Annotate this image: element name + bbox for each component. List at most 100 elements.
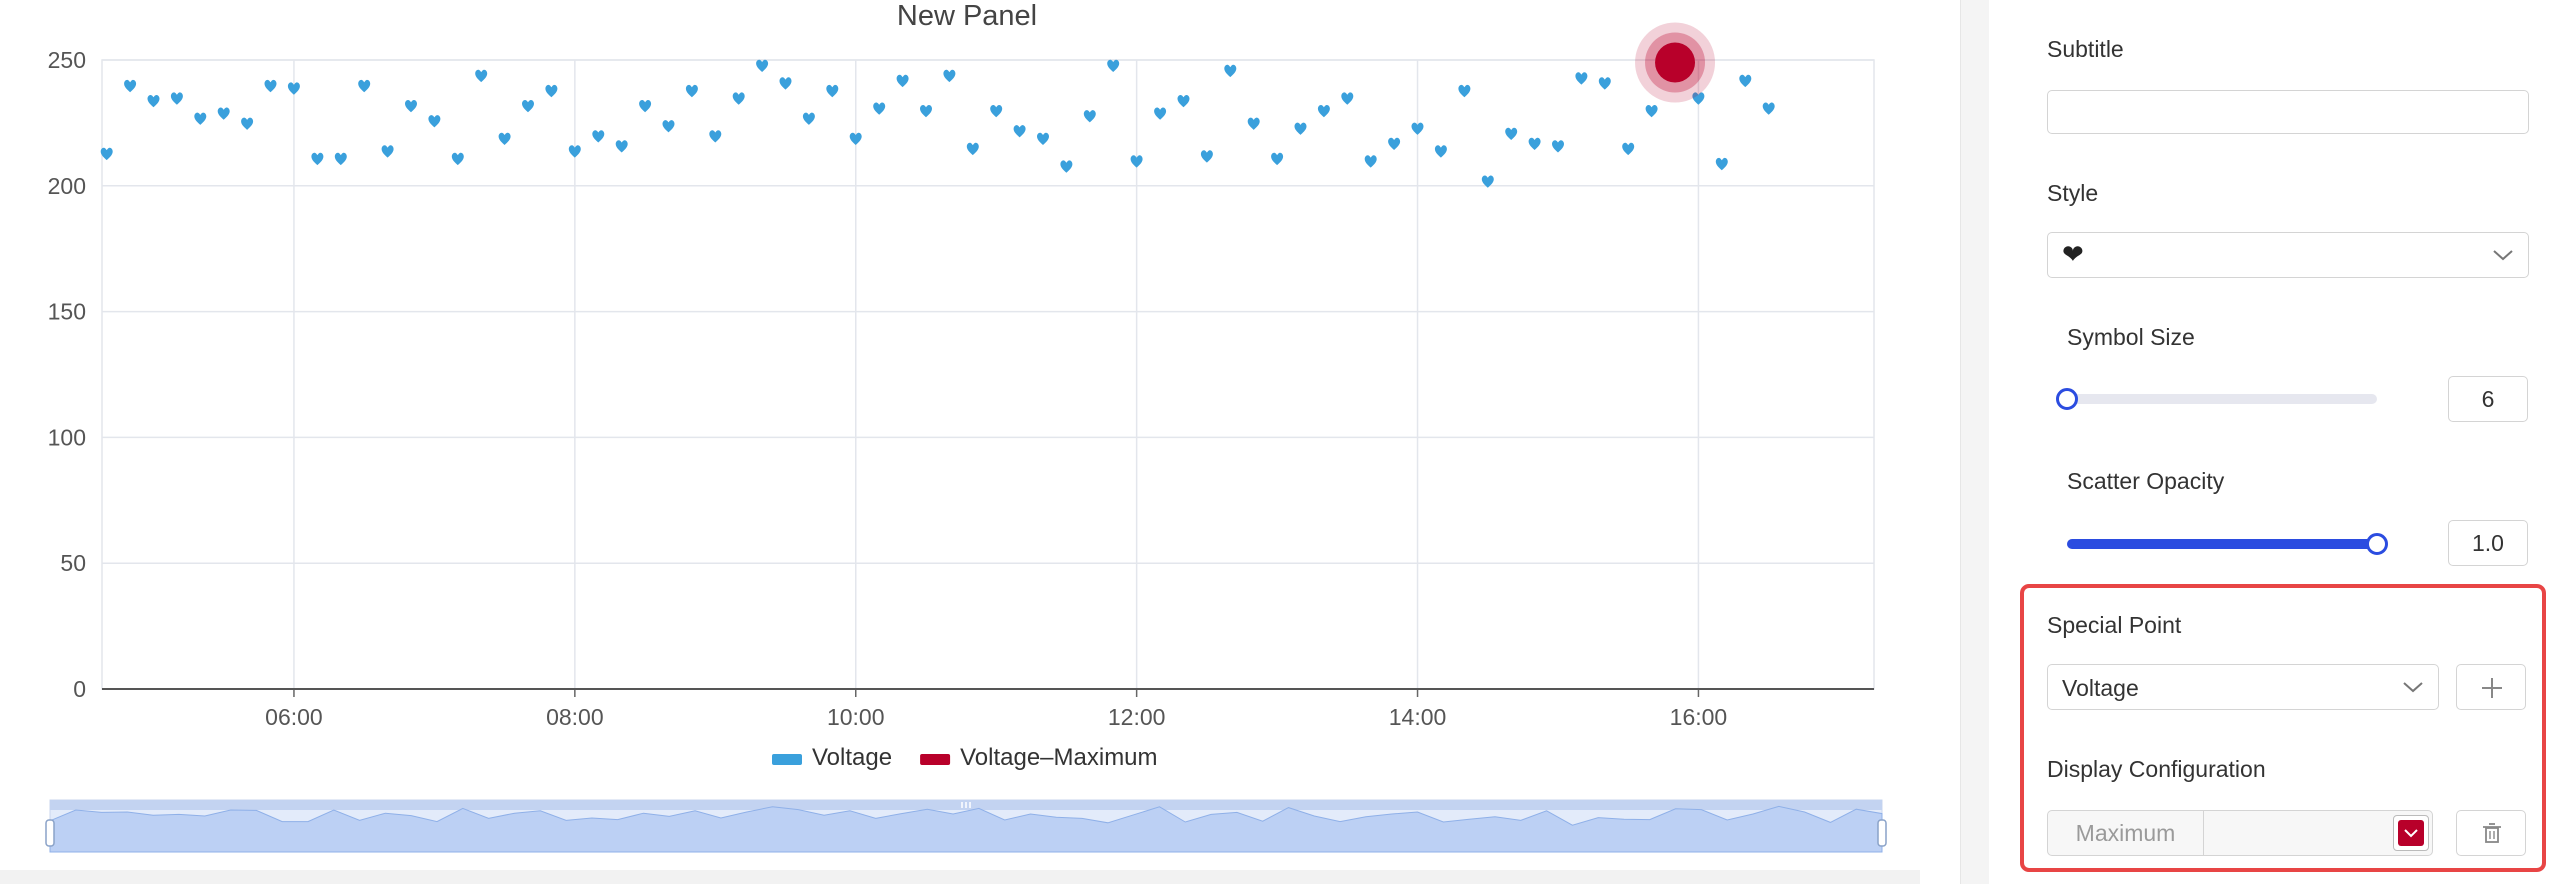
voltage-point[interactable] [147,94,160,108]
voltage-point[interactable] [1575,72,1588,85]
zoom-handle-left[interactable] [45,819,55,847]
add-special-point-button[interactable] [2456,664,2526,710]
legend-swatch [920,754,951,765]
display-color-picker[interactable] [2393,815,2429,851]
voltage-point[interactable] [1130,155,1143,168]
voltage-point[interactable] [241,117,254,130]
color-swatch-fill [2398,820,2424,846]
voltage-point[interactable] [1434,145,1447,158]
voltage-point[interactable] [662,120,675,133]
voltage-point[interactable] [1341,92,1354,105]
voltage-point[interactable] [428,115,441,128]
voltage-point[interactable] [194,112,207,125]
voltage-point[interactable] [685,84,698,98]
voltage-point[interactable] [1481,175,1494,188]
voltage-point[interactable] [990,104,1003,118]
symbol-size-handle[interactable] [2056,388,2078,410]
voltage-point[interactable] [545,84,558,98]
panel-divider[interactable] [1960,0,1990,884]
trash-icon [2483,823,2501,843]
voltage-point[interactable] [1552,140,1564,153]
voltage-point[interactable] [1154,107,1167,120]
chevron-down-icon [2403,682,2423,693]
voltage-point[interactable] [1224,64,1237,78]
voltage-point[interactable] [1364,155,1377,168]
voltage-point[interactable] [1739,74,1752,88]
voltage-point[interactable] [1177,94,1190,108]
voltage-point[interactable] [1411,122,1424,135]
delete-display-configuration-button[interactable] [2456,810,2526,856]
voltage-point[interactable] [1645,104,1658,118]
voltage-point[interactable] [100,147,113,161]
display-configuration-name[interactable]: Maximum [2048,811,2204,855]
voltage-point[interactable] [334,152,347,166]
maximum-point[interactable] [1655,42,1696,83]
display-configuration-label: Display Configuration [2047,756,2266,782]
voltage-point[interactable] [1200,150,1213,163]
voltage-point[interactable] [826,84,839,98]
voltage-point[interactable] [1505,127,1518,140]
voltage-point[interactable] [124,79,137,93]
subtitle-input[interactable] [2047,90,2529,134]
voltage-point[interactable] [779,77,792,90]
voltage-point[interactable] [1294,122,1307,135]
voltage-point[interactable] [287,82,300,95]
voltage-point[interactable] [873,102,886,115]
voltage-point[interactable] [170,92,183,105]
voltage-point[interactable] [1247,117,1260,130]
voltage-point[interactable] [498,132,511,145]
voltage-point[interactable] [639,99,652,113]
voltage-point[interactable] [1388,137,1401,150]
voltage-point[interactable] [709,130,722,143]
subtitle-label: Subtitle [2047,36,2124,62]
voltage-point[interactable] [568,145,581,158]
voltage-point[interactable] [1528,137,1541,150]
voltage-point[interactable] [1458,84,1471,98]
legend-item-voltage[interactable]: Voltage [772,744,892,771]
voltage-point[interactable] [1107,59,1120,72]
voltage-point[interactable] [896,74,909,88]
voltage-point[interactable] [451,152,464,166]
voltage-point[interactable] [615,140,628,153]
voltage-point[interactable] [920,104,932,118]
voltage-point[interactable] [1271,152,1284,166]
voltage-point[interactable] [756,59,769,72]
config-panel: Subtitle Style ❤ Symbol Size 6 Scatter O… [1989,0,2558,884]
voltage-point[interactable] [1692,92,1705,105]
voltage-point[interactable] [405,99,417,113]
voltage-point[interactable] [264,79,277,93]
voltage-point[interactable] [217,107,230,120]
scatter-opacity-label: Scatter Opacity [2067,468,2225,494]
voltage-point[interactable] [849,132,862,145]
legend-item-voltage-maximum[interactable]: Voltage–Maximum [920,744,1158,771]
y-tick-label: 50 [60,550,86,576]
voltage-point[interactable] [381,145,394,158]
voltage-point[interactable] [311,152,324,166]
voltage-point[interactable] [732,92,745,105]
symbol-size-track[interactable] [2067,394,2377,404]
voltage-point[interactable] [943,69,956,83]
zoom-handle-right[interactable] [1877,819,1887,847]
chart-title: New Panel [897,0,1037,32]
voltage-point[interactable] [475,69,488,83]
voltage-point[interactable] [1762,102,1775,115]
voltage-point[interactable] [1598,77,1611,90]
symbol-size-input[interactable]: 6 [2448,376,2528,422]
voltage-point[interactable] [592,130,605,143]
scatter-opacity-handle[interactable] [2366,533,2388,555]
scatter-opacity-input[interactable]: 1.0 [2448,520,2528,566]
voltage-point[interactable] [802,112,815,125]
legend-label: Voltage–Maximum [960,744,1157,771]
special-point-select[interactable]: Voltage [2047,664,2439,710]
voltage-point[interactable] [1622,142,1635,156]
style-select[interactable]: ❤ [2047,232,2529,278]
voltage-point[interactable] [1715,157,1728,171]
voltage-point[interactable] [358,79,371,93]
voltage-point[interactable] [1037,132,1049,145]
voltage-point[interactable] [1317,104,1330,118]
voltage-point[interactable] [1083,110,1096,123]
voltage-point[interactable] [1060,160,1073,173]
voltage-point[interactable] [966,142,979,156]
voltage-point[interactable] [522,99,534,113]
voltage-point[interactable] [1013,125,1026,138]
